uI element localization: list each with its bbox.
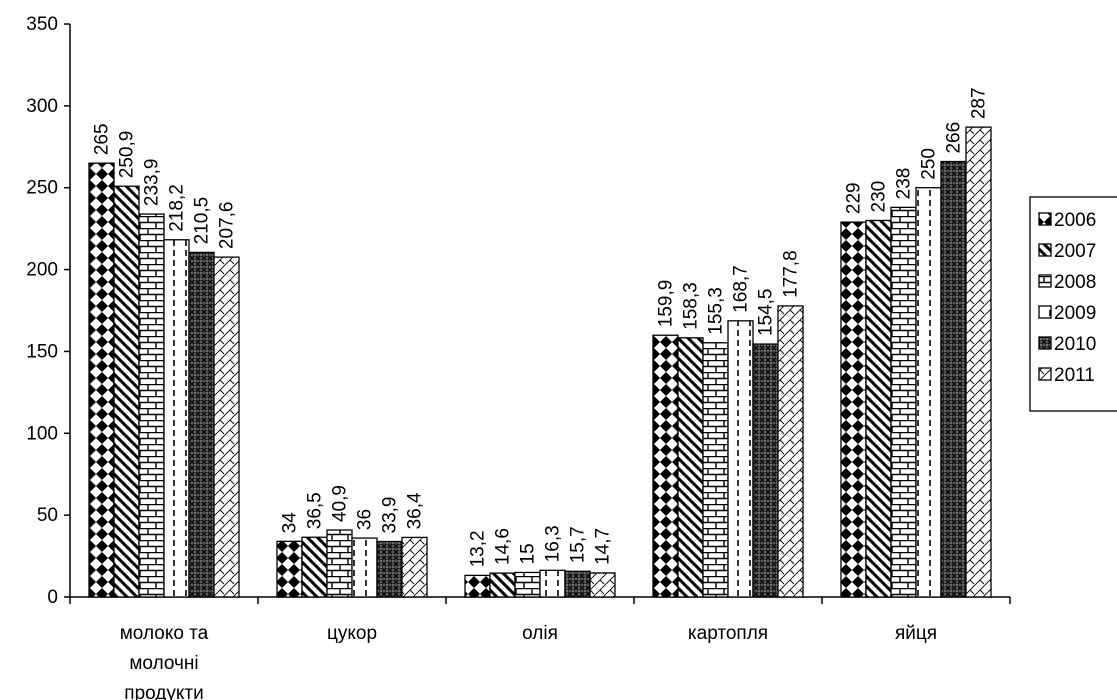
data-label: 210,5 xyxy=(192,197,213,245)
data-label: 229 xyxy=(844,182,865,214)
data-label: 14,6 xyxy=(493,528,514,565)
data-label: 233,9 xyxy=(142,159,163,207)
x-category-label: молоко та xyxy=(120,623,209,644)
bar-2007 xyxy=(677,337,704,598)
bar-2008 xyxy=(514,571,541,598)
legend: 2006 2007 2008 2009 2010 2011 xyxy=(1029,196,1117,412)
data-label: 36,5 xyxy=(305,492,326,529)
data-label: 14,7 xyxy=(593,528,614,565)
bar-2011 xyxy=(589,572,616,598)
y-tick-label: 0 xyxy=(47,587,58,608)
bar-2006 xyxy=(276,540,303,598)
legend-label: 2008 xyxy=(1054,272,1096,293)
data-label: 154,5 xyxy=(756,289,777,337)
data-label: 238 xyxy=(894,168,915,200)
bar-2008 xyxy=(326,529,353,598)
data-label: 36 xyxy=(355,509,376,530)
bar-2009 xyxy=(915,187,942,598)
bar-2010 xyxy=(752,343,779,598)
data-label: 207,6 xyxy=(217,202,238,250)
x-category-label: цукор xyxy=(327,623,377,644)
bar-2009 xyxy=(351,537,378,598)
data-label: 15 xyxy=(518,543,539,564)
bar-2006 xyxy=(652,334,679,598)
data-label: 33,9 xyxy=(380,497,401,534)
bar-2006 xyxy=(88,162,115,598)
y-tick-label: 350 xyxy=(26,14,58,35)
y-tick-label: 200 xyxy=(26,260,58,281)
data-label: 155,3 xyxy=(706,287,727,335)
bar-2007 xyxy=(489,572,516,598)
legend-label: 2007 xyxy=(1054,241,1096,262)
y-tick-label: 50 xyxy=(37,505,58,526)
data-label: 158,3 xyxy=(681,282,702,330)
x-category-label: молочні xyxy=(129,653,198,674)
x-category-label: картопля xyxy=(688,623,768,644)
legend-swatch-2011 xyxy=(1038,367,1052,381)
bar-2010 xyxy=(376,540,403,598)
bar-2007 xyxy=(113,185,140,598)
legend-swatch-2007 xyxy=(1038,243,1052,257)
y-tick-label: 300 xyxy=(26,96,58,117)
bar-2007 xyxy=(865,219,892,598)
legend-label: 2011 xyxy=(1054,365,1095,386)
bar-2007 xyxy=(301,536,328,598)
data-label: 36,4 xyxy=(405,492,426,529)
data-label: 13,2 xyxy=(468,530,489,567)
data-label: 177,8 xyxy=(781,250,802,298)
x-category-label: олія xyxy=(522,623,558,644)
data-label: 40,9 xyxy=(330,485,351,522)
legend-swatch-2010 xyxy=(1038,336,1052,350)
bar-2008 xyxy=(138,213,165,598)
legend-swatch-2006 xyxy=(1038,212,1052,226)
data-label: 168,7 xyxy=(731,265,752,313)
legend-label: 2010 xyxy=(1054,334,1096,355)
y-tick-label: 250 xyxy=(26,178,58,199)
data-label: 266 xyxy=(944,122,965,154)
bars xyxy=(88,126,992,598)
x-category-label: продукти xyxy=(124,683,203,700)
bar-2009 xyxy=(163,239,190,598)
legend-swatch-2008 xyxy=(1038,274,1052,288)
bar-2006 xyxy=(840,221,867,598)
y-tick-label: 150 xyxy=(26,341,58,362)
bar-2008 xyxy=(702,342,729,598)
data-label: 250 xyxy=(919,148,940,180)
bar-2011 xyxy=(777,305,804,598)
bar-2008 xyxy=(890,206,917,598)
data-label: 218,2 xyxy=(167,184,188,232)
bar-2010 xyxy=(188,251,215,598)
data-label: 265 xyxy=(92,123,113,155)
data-label: 16,3 xyxy=(543,525,564,562)
x-category-label: яйця xyxy=(895,623,937,644)
bar-2010 xyxy=(940,160,967,598)
bar-2009 xyxy=(727,320,754,598)
data-label: 34 xyxy=(280,512,301,534)
bar-2010 xyxy=(564,570,591,598)
data-label: 287 xyxy=(969,87,990,119)
bar-2006 xyxy=(464,574,491,598)
bar-2009 xyxy=(539,569,566,598)
bar-2011 xyxy=(965,126,992,598)
bar-2011 xyxy=(401,536,428,598)
legend-swatch-2009 xyxy=(1038,305,1052,319)
bar-2011 xyxy=(213,256,240,598)
legend-label: 2009 xyxy=(1054,303,1096,324)
data-label: 15,7 xyxy=(568,526,589,563)
data-label: 159,9 xyxy=(656,280,677,328)
data-label: 230 xyxy=(869,181,890,213)
data-label: 250,9 xyxy=(117,131,138,179)
y-tick-label: 100 xyxy=(26,423,58,444)
legend-label: 2006 xyxy=(1054,210,1096,231)
